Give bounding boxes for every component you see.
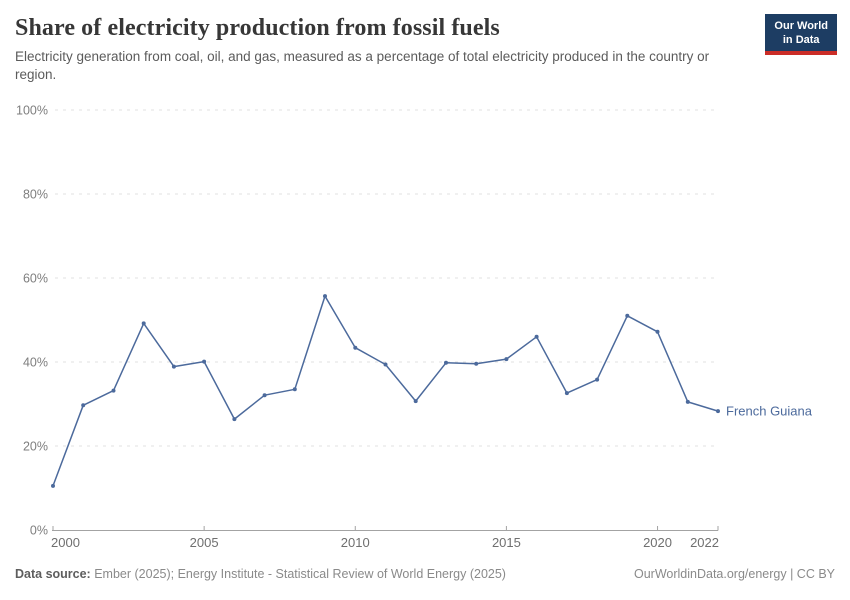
data-source-label: Data source: bbox=[15, 567, 91, 581]
data-point bbox=[504, 357, 509, 362]
y-axis-tick-label: 60% bbox=[23, 272, 48, 286]
footer-link[interactable]: OurWorldinData.org/energy | CC BY bbox=[633, 567, 835, 581]
x-axis-tick-label: 2022 bbox=[690, 535, 719, 550]
data-point bbox=[413, 399, 418, 404]
data-point bbox=[51, 483, 55, 488]
data-point bbox=[171, 364, 176, 369]
data-point bbox=[232, 417, 237, 422]
data-point bbox=[292, 387, 297, 392]
data-point bbox=[323, 294, 327, 299]
data-point bbox=[625, 313, 630, 318]
data-point bbox=[444, 360, 448, 365]
y-axis-tick-label: 40% bbox=[23, 356, 48, 370]
data-point bbox=[81, 403, 86, 408]
y-axis-tick-label: 20% bbox=[23, 440, 48, 454]
y-axis-tick-label: 100% bbox=[16, 104, 48, 118]
chart-header: Share of electricity production from fos… bbox=[15, 14, 735, 84]
x-axis-tick-label: 2005 bbox=[190, 535, 219, 550]
data-point bbox=[141, 321, 146, 326]
data-point bbox=[685, 399, 690, 404]
logo-line2: in Data bbox=[782, 34, 820, 46]
chart-subtitle: Electricity generation from coal, oil, a… bbox=[15, 49, 710, 82]
y-axis-tick-label: 0% bbox=[30, 524, 48, 538]
x-axis-tick-label: 2010 bbox=[341, 535, 370, 550]
data-source-text: Ember (2025); Energy Institute - Statist… bbox=[90, 567, 506, 581]
data-point bbox=[564, 391, 569, 396]
data-point bbox=[111, 388, 116, 393]
series-label-french-guiana[interactable]: French Guiana bbox=[726, 404, 813, 419]
page-title: Share of electricity production from fos… bbox=[15, 15, 500, 41]
data-point bbox=[655, 329, 660, 334]
x-axis-tick-label: 2020 bbox=[643, 535, 672, 550]
data-point bbox=[262, 393, 267, 398]
data-point bbox=[353, 345, 358, 350]
data-source: Data source: Ember (2025); Energy Instit… bbox=[15, 567, 506, 581]
data-point bbox=[383, 362, 388, 367]
x-axis-tick-label: 2000 bbox=[51, 535, 80, 550]
owid-logo[interactable]: Our World in Data bbox=[765, 14, 837, 55]
y-axis-tick-label: 80% bbox=[23, 188, 48, 202]
logo-line1: Our World bbox=[774, 20, 828, 32]
data-point bbox=[202, 359, 207, 364]
data-point bbox=[716, 409, 720, 414]
series-line bbox=[52, 295, 719, 487]
data-point bbox=[474, 361, 479, 366]
data-point bbox=[534, 334, 539, 339]
data-point bbox=[595, 377, 600, 382]
x-axis-tick-label: 2015 bbox=[492, 535, 521, 550]
chart-footer: Data source: Ember (2025); Energy Instit… bbox=[15, 567, 835, 581]
